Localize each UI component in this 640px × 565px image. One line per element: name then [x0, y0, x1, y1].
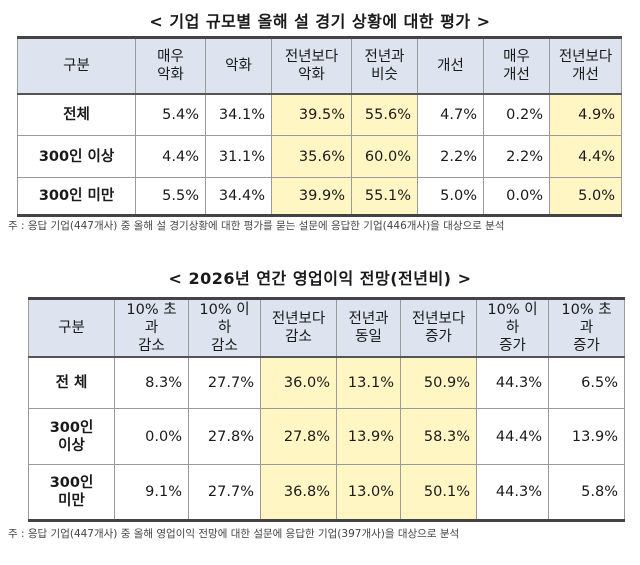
- table1-row-1: 300인 이상 4.4% 31.1% 35.6% 60.0% 2.2% 2.2% 4.4%: [17, 135, 622, 178]
- table1-cell: 60.0%: [351, 135, 418, 178]
- table2-cell: 13.0%: [336, 464, 401, 522]
- table1-cell: 0.0%: [483, 177, 550, 217]
- table2-header-7: 10% 초과 증가: [548, 297, 625, 358]
- table1-header-6: 매우 개선: [483, 36, 550, 95]
- table1-cell: 2.2%: [483, 135, 550, 178]
- table2-row-0: 전 체 8.3% 27.7% 36.0% 13.1% 50.9% 44.3% 6.5%: [28, 356, 625, 409]
- table2-cell: 13.1%: [336, 356, 401, 409]
- table2-cell: 27.8%: [188, 408, 261, 465]
- table1-header-5: 개선: [417, 36, 484, 95]
- table1-cell: 34.4%: [205, 177, 272, 217]
- table1-cell: 4.9%: [549, 93, 622, 136]
- table1: 구분 매우 악화 악화 전년보다 악화 전년과 비슷 개선 매우 개선 전년보다 개선 전체 5.4%…: [17, 36, 622, 217]
- table1-header-3: 전년보다 악화: [271, 36, 352, 95]
- table1-cell: 5.0%: [549, 177, 622, 217]
- table2-header-2: 10% 이하 감소: [188, 297, 261, 358]
- table2-header-4: 전년과 동일: [336, 297, 401, 358]
- table2-header-0: 구분: [28, 297, 115, 358]
- table2-cell: 44.3%: [476, 356, 549, 409]
- table1-row-label: 300인 이상: [17, 135, 136, 178]
- table2-header-6: 10% 이하 증가: [476, 297, 549, 358]
- table2-cell: 9.1%: [114, 464, 189, 522]
- table2-cell: 8.3%: [114, 356, 189, 409]
- table1-cell: 5.0%: [417, 177, 484, 217]
- table2-note: 주 : 응답 기업(447개사) 중 올해 영업이익 전망에 대한 설문에 응답…: [8, 528, 460, 540]
- table2-cell: 27.7%: [188, 464, 261, 522]
- table1-row-2: 300인 미만 5.5% 34.4% 39.9% 55.1% 5.0% 0.0% 5.0%: [17, 177, 622, 217]
- table2: 구분 10% 초과 감소 10% 이하 감소 전년보다 감소 전년과 동일 전년보다 증가 10% …: [28, 297, 625, 522]
- table2-cell: 27.7%: [188, 356, 261, 409]
- table2-cell: 0.0%: [114, 408, 189, 465]
- table1-cell: 55.6%: [351, 93, 418, 136]
- table2-cell: 5.8%: [548, 464, 625, 522]
- table2-header-5: 전년보다 증가: [400, 297, 477, 358]
- table1-cell: 4.4%: [135, 135, 206, 178]
- table2-cell: 13.9%: [336, 408, 401, 465]
- table1-row-label: 300인 미만: [17, 177, 136, 217]
- table1-note: 주 : 응답 기업(447개사) 중 올해 설 경기상황에 대한 평가를 묻는 …: [8, 220, 505, 232]
- table1-cell: 2.2%: [417, 135, 484, 178]
- table1-header-1: 매우 악화: [135, 36, 206, 95]
- table2-header-1: 10% 초과 감소: [114, 297, 189, 358]
- table2-cell: 36.0%: [260, 356, 337, 409]
- table1-header-4: 전년과 비슷: [351, 36, 418, 95]
- table1-row-0: 전체 5.4% 34.1% 39.5% 55.6% 4.7% 0.2% 4.9%: [17, 93, 622, 136]
- table2-header-3: 전년보다 감소: [260, 297, 337, 358]
- table2-cell: 6.5%: [548, 356, 625, 409]
- table1-cell: 31.1%: [205, 135, 272, 178]
- table2-cell: 27.8%: [260, 408, 337, 465]
- table2-row-label: 전 체: [28, 356, 115, 409]
- table1-cell: 5.4%: [135, 93, 206, 136]
- table1-cell: 34.1%: [205, 93, 272, 136]
- table1-cell: 4.4%: [549, 135, 622, 178]
- table1-cell: 0.2%: [483, 93, 550, 136]
- table1-title: < 기업 규모별 올해 설 경기 상황에 대한 평가 >: [149, 12, 491, 31]
- table2-cell: 50.1%: [400, 464, 477, 522]
- table2-row-1: 300인 이상 0.0% 27.8% 27.8% 13.9% 58.3% 44.4% 13.9%: [28, 408, 625, 465]
- table1-cell: 5.5%: [135, 177, 206, 217]
- table1-header-2: 악화: [205, 36, 272, 95]
- table2-row-label: 300인 이상: [28, 408, 115, 465]
- table2-cell: 44.4%: [476, 408, 549, 465]
- table2-cell: 44.3%: [476, 464, 549, 522]
- table2-row-2: 300인 미만 9.1% 27.7% 36.8% 13.0% 50.1% 44.3% 5.8%: [28, 464, 625, 522]
- table1-cell: 55.1%: [351, 177, 418, 217]
- table2-title: < 2026년 연간 영업이익 전망(전년비) >: [168, 269, 472, 288]
- table2-cell: 13.9%: [548, 408, 625, 465]
- table1-header-0: 구분: [17, 36, 136, 95]
- table1-cell: 39.5%: [271, 93, 352, 136]
- table1-cell: 4.7%: [417, 93, 484, 136]
- table1-cell: 39.9%: [271, 177, 352, 217]
- table2-row-label: 300인 미만: [28, 464, 115, 522]
- table1-header-7: 전년보다 개선: [549, 36, 622, 95]
- table2-cell: 58.3%: [400, 408, 477, 465]
- table1-row-label: 전체: [17, 93, 136, 136]
- table1-cell: 35.6%: [271, 135, 352, 178]
- table2-cell: 50.9%: [400, 356, 477, 409]
- table2-cell: 36.8%: [260, 464, 337, 522]
